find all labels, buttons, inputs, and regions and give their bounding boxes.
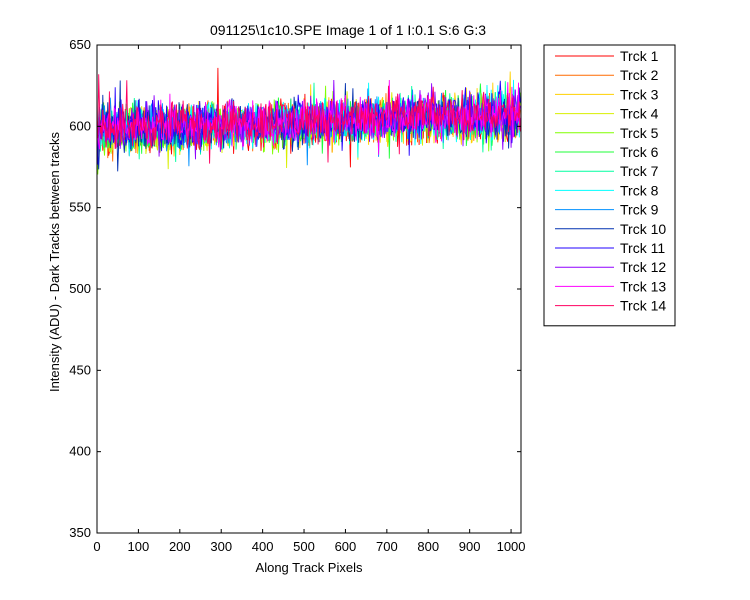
legend-box [543, 44, 676, 327]
plot-area [97, 67, 521, 175]
series-line-14 [97, 74, 521, 164]
legend-label: Trck 14 [620, 298, 666, 314]
y-tick-label: 600 [69, 118, 91, 133]
x-tick-label: 200 [169, 539, 191, 554]
legend-label: Trck 3 [620, 86, 659, 102]
legend-label: Trck 4 [620, 106, 659, 122]
legend-label: Trck 5 [620, 125, 659, 141]
x-tick-label: 800 [417, 539, 439, 554]
chart-title: 091125\1c10.SPE Image 1 of 1 I:0.1 S:6 G… [210, 22, 486, 38]
y-tick-label: 350 [69, 525, 91, 540]
x-tick-label: 0 [93, 539, 100, 554]
legend-label: Trck 11 [620, 240, 665, 256]
x-axis-label: Along Track Pixels [256, 560, 363, 575]
y-tick-label: 550 [69, 200, 91, 215]
x-tick-label: 1000 [497, 539, 526, 554]
legend-label: Trck 6 [620, 144, 659, 160]
axes: 0 100 200 300 400 500 600 700 800 900 1000 350 400 45… [69, 37, 525, 554]
y-tick-label: 650 [69, 37, 91, 52]
x-tick-label: 700 [376, 539, 398, 554]
y-tick-label: 500 [69, 281, 91, 296]
x-tick-label: 500 [293, 539, 315, 554]
x-tick-label: 300 [210, 539, 232, 554]
y-tick-label: 450 [69, 362, 91, 377]
legend-label: Trck 8 [620, 182, 659, 198]
x-tick-label: 600 [335, 539, 357, 554]
legend-label: Trck 10 [620, 221, 666, 237]
x-tick-label: 100 [128, 539, 150, 554]
legend-label: Trck 12 [620, 259, 666, 275]
y-tick-label: 400 [69, 444, 91, 459]
y-axis-label: Intensity (ADU) - Dark Tracks between tr… [47, 131, 62, 392]
legend-label: Trck 2 [620, 67, 659, 83]
legend-label: Trck 7 [620, 163, 659, 179]
legend: Trck 1 Trck 2 Trck 3 Trck 4 Trck 5 Trck 6 Trck… [543, 44, 676, 327]
x-tick-label: 900 [459, 539, 481, 554]
legend-label: Trck 1 [620, 48, 659, 64]
x-tick-label: 400 [252, 539, 274, 554]
legend-label: Trck 13 [620, 278, 666, 294]
legend-label: Trck 9 [620, 202, 659, 218]
